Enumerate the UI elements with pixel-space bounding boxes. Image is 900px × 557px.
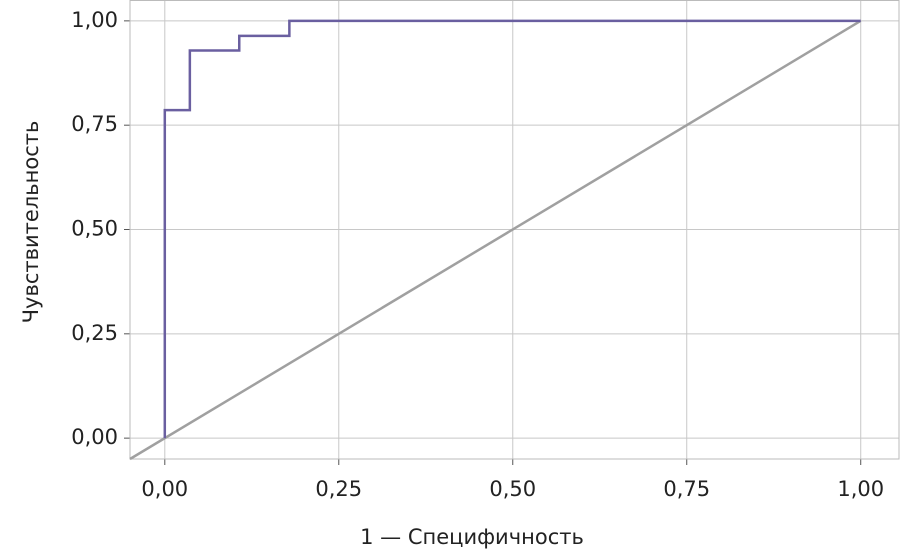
x-tick-label: 0,00 <box>141 477 188 501</box>
x-axis-label: 1 — Специфичность <box>360 525 584 549</box>
y-tick-label: 0,25 <box>71 321 118 345</box>
y-tick-label: 1,00 <box>71 8 118 32</box>
line <box>163 19 861 439</box>
y-tick-label: 0,50 <box>71 217 118 241</box>
line <box>129 19 862 461</box>
y-tick-label: 0,00 <box>71 425 118 449</box>
y-axis-label: Чувствительность <box>19 121 43 324</box>
x-tick-label: 0,75 <box>663 477 710 501</box>
plot-frame <box>129 0 900 460</box>
x-tick-label: 0,25 <box>315 477 362 501</box>
x-tick-label: 0,50 <box>489 477 536 501</box>
x-tick-label: 1,00 <box>837 477 884 501</box>
y-tick-label: 0,75 <box>71 112 118 136</box>
